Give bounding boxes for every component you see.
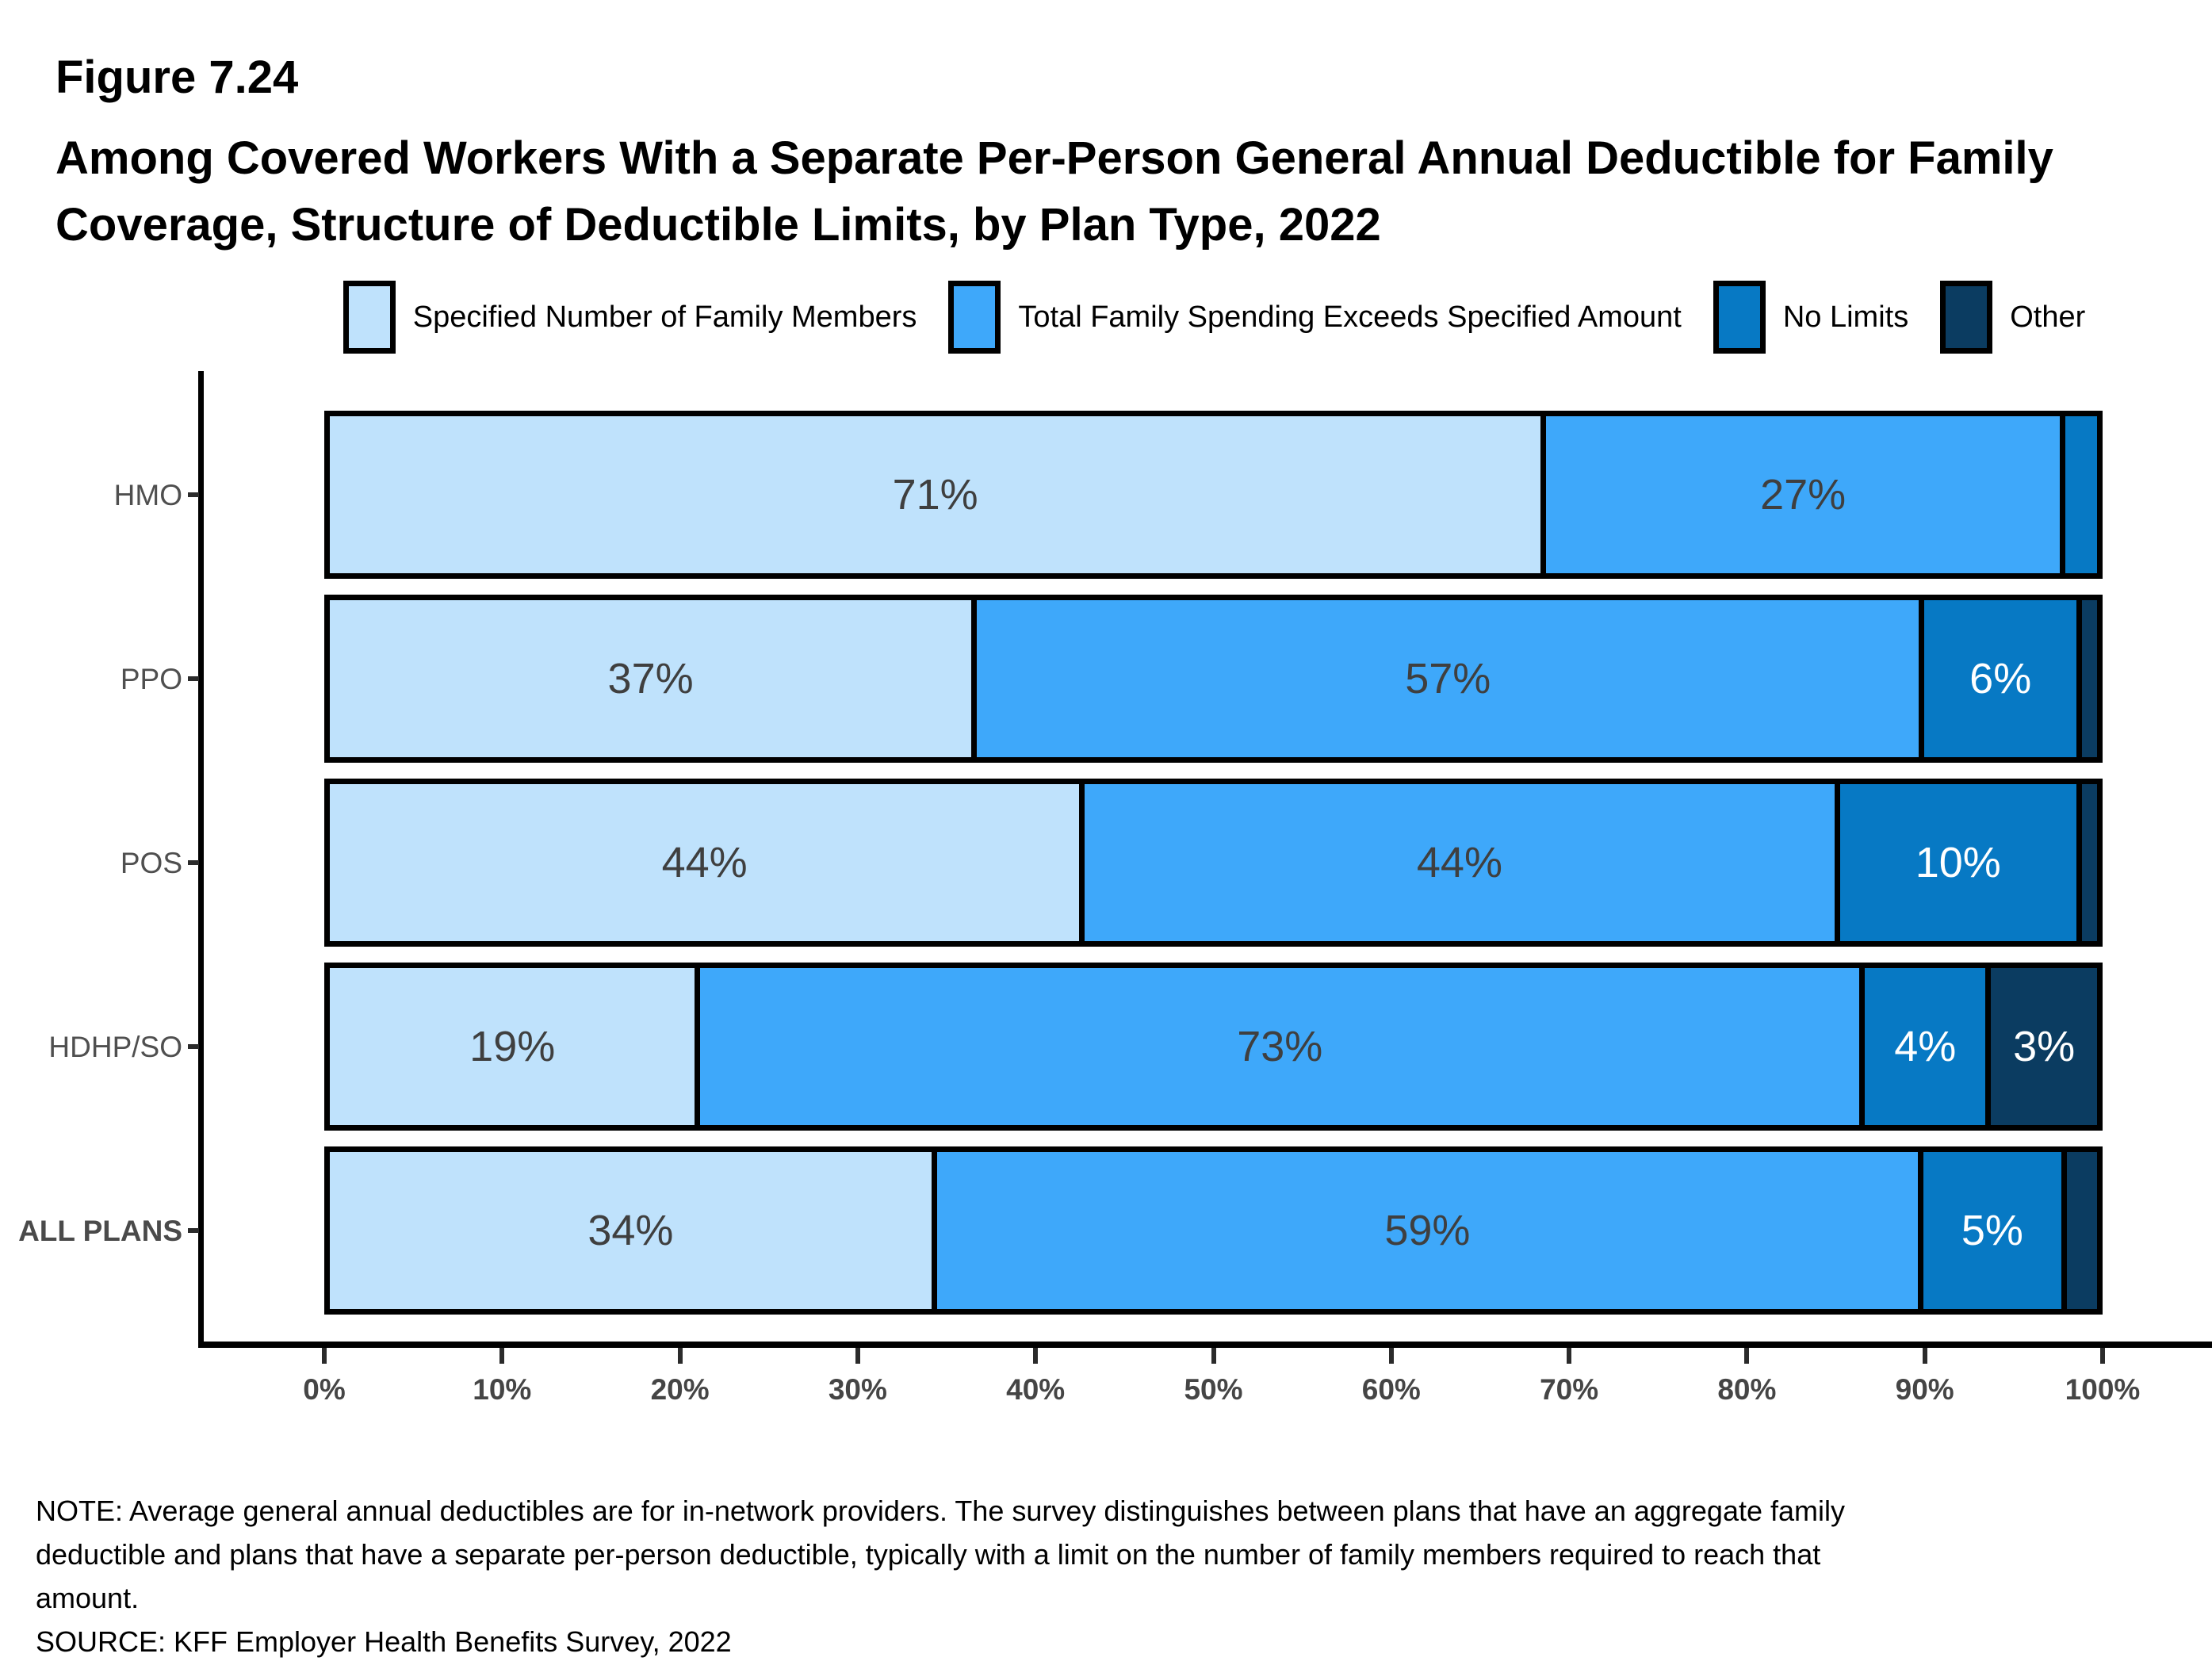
bar-segment-hmo-total-family-spending-exceeds-specified-amount: 27%: [1540, 416, 2061, 573]
bar-segment-label-hdhp-so-total-family-spending-exceeds-specified-amount: 73%: [1237, 1023, 1323, 1070]
bar-segment-all-plans-no-limits: 5%: [1918, 1152, 2061, 1309]
bar-row-all-plans: 34% 59% 5%: [324, 1146, 2103, 1315]
bar-row-ppo: 37% 57% 6%: [324, 595, 2103, 763]
x-axis-tick-label-10: 10%: [473, 1373, 532, 1406]
x-axis-tick-10: [499, 1348, 505, 1364]
x-axis-tick-label-0: 0%: [303, 1373, 346, 1406]
bar-segment-pos-total-family-spending-exceeds-specified-amount: 44%: [1079, 784, 1835, 941]
figure-number: Figure 7.24: [55, 52, 299, 103]
note-line-2: deductible and plans that have a separat…: [36, 1538, 1821, 1571]
legend-label-total-family-spending-exceeds-specified-amount: Total Family Spending Exceeds Specified …: [1018, 300, 1682, 334]
bar-segment-all-plans-other: [2061, 1152, 2098, 1309]
bar-segment-label-hdhp-so-no-limits: 4%: [1894, 1023, 1957, 1070]
y-axis-tick-all-plans: [188, 1228, 199, 1233]
bar-segment-label-ppo-no-limits: 6%: [1969, 655, 2032, 702]
y-axis-tick-hmo: [188, 492, 199, 497]
x-axis-tick-100: [2100, 1348, 2105, 1364]
bar-segment-label-ppo-specified-number-of-family-members: 37%: [607, 655, 694, 702]
bar-row-pos: 44% 44% 10%: [324, 779, 2103, 947]
x-axis-tick-label-70: 70%: [1540, 1373, 1599, 1406]
y-axis-line: [198, 371, 204, 1348]
x-axis-tick-label-20: 20%: [650, 1373, 710, 1406]
note-line-3: amount.: [36, 1582, 140, 1614]
legend-item-no-limits: No Limits: [1713, 281, 1908, 354]
x-axis-tick-50: [1211, 1348, 1216, 1364]
bar-row-hmo: 71% 27%: [324, 411, 2103, 579]
bar-segment-label-pos-specified-number-of-family-members: 44%: [661, 839, 748, 886]
bar-segment-label-pos-no-limits: 10%: [1915, 839, 2001, 886]
bar-segment-label-ppo-total-family-spending-exceeds-specified-amount: 57%: [1405, 655, 1491, 702]
legend-label-other: Other: [2010, 300, 2086, 334]
x-axis-tick-90: [1922, 1348, 1927, 1364]
bar-segment-label-pos-total-family-spending-exceeds-specified-amount: 44%: [1416, 839, 1502, 886]
bar-segment-all-plans-specified-number-of-family-members: 34%: [330, 1152, 932, 1309]
bar-segment-ppo-specified-number-of-family-members: 37%: [330, 600, 972, 757]
note-line-1: NOTE: Average general annual deductibles…: [36, 1495, 1845, 1527]
legend-label-specified-number-of-family-members: Specified Number of Family Members: [412, 300, 917, 334]
y-axis-tick-hdhp-so: [188, 1044, 199, 1049]
bar-segment-label-hmo-total-family-spending-exceeds-specified-amount: 27%: [1760, 471, 1847, 519]
bar-segment-all-plans-total-family-spending-exceeds-specified-amount: 59%: [931, 1152, 1918, 1309]
figure-title-line2: Coverage, Structure of Deductible Limits…: [55, 199, 1381, 251]
figure-title-line1: Among Covered Workers With a Separate Pe…: [55, 132, 2053, 184]
source: SOURCE: KFF Employer Health Benefits Sur…: [36, 1625, 732, 1658]
y-axis-tick-pos: [188, 860, 199, 865]
x-axis-tick-20: [677, 1348, 683, 1364]
x-axis-tick-label-50: 50%: [1184, 1373, 1243, 1406]
bar-segment-label-all-plans-specified-number-of-family-members: 34%: [587, 1207, 674, 1254]
legend-swatch-other: [1940, 281, 1993, 354]
y-axis-label-hdhp-so: HDHP/SO: [48, 1031, 182, 1063]
y-axis-label-hmo: HMO: [113, 479, 182, 511]
bar-segment-hdhp-so-total-family-spending-exceeds-specified-amount: 73%: [695, 968, 1860, 1125]
y-axis-label-all-plans: ALL PLANS: [18, 1215, 182, 1247]
y-axis-label-pos: POS: [120, 847, 182, 879]
x-axis-tick-label-30: 30%: [828, 1373, 887, 1406]
legend-label-no-limits: No Limits: [1782, 300, 1909, 334]
bar-segment-label-all-plans-total-family-spending-exceeds-specified-amount: 59%: [1384, 1207, 1471, 1254]
bar-segment-pos-no-limits: 10%: [1834, 784, 2076, 941]
x-axis-tick-60: [1388, 1348, 1394, 1364]
bar-row-hdhp-so: 19% 73% 4% 3%: [324, 963, 2103, 1131]
note: NOTE: Average general annual deductibles…: [36, 1489, 2176, 1620]
bar-segment-label-hdhp-so-specified-number-of-family-members: 19%: [469, 1023, 556, 1070]
x-axis-tick-30: [855, 1348, 860, 1364]
x-axis-tick-label-40: 40%: [1006, 1373, 1066, 1406]
bar-segment-pos-other: [2076, 784, 2097, 941]
x-axis-line: [198, 1342, 2212, 1348]
bar-segment-ppo-total-family-spending-exceeds-specified-amount: 57%: [971, 600, 1919, 757]
bar-segment-hdhp-so-no-limits: 4%: [1859, 968, 1986, 1125]
bar-segment-ppo-no-limits: 6%: [1919, 600, 2077, 757]
y-axis-tick-ppo: [188, 676, 199, 681]
x-axis-tick-label-100: 100%: [2065, 1373, 2141, 1406]
bar-segment-hdhp-so-specified-number-of-family-members: 19%: [330, 968, 695, 1125]
figure-title: Among Covered Workers With a Separate Pe…: [55, 125, 2133, 258]
legend-item-specified-number-of-family-members: Specified Number of Family Members: [343, 281, 917, 354]
legend-item-total-family-spending-exceeds-specified-amount: Total Family Spending Exceeds Specified …: [948, 281, 1682, 354]
x-axis-tick-label-80: 80%: [1717, 1373, 1777, 1406]
bar-segment-hmo-no-limits: [2060, 416, 2097, 573]
legend-swatch-specified-number-of-family-members: [343, 281, 396, 354]
x-axis-tick-80: [1744, 1348, 1750, 1364]
legend-swatch-no-limits: [1713, 281, 1766, 354]
bar-segment-label-hdhp-so-other: 3%: [2013, 1023, 2076, 1070]
x-axis-tick-70: [1567, 1348, 1572, 1364]
bar-segment-ppo-other: [2076, 600, 2097, 757]
bar-segment-label-hmo-specified-number-of-family-members: 71%: [892, 471, 978, 519]
bar-segment-hdhp-so-other: 3%: [1985, 968, 2097, 1125]
bar-segment-pos-specified-number-of-family-members: 44%: [330, 784, 1080, 941]
x-axis-tick-0: [322, 1348, 327, 1364]
x-axis-tick-label-60: 60%: [1361, 1373, 1421, 1406]
bar-segment-hmo-specified-number-of-family-members: 71%: [330, 416, 1541, 573]
legend-swatch-total-family-spending-exceeds-specified-amount: [948, 281, 1001, 354]
legend-item-other: Other: [1940, 281, 2085, 354]
legend: Specified Number of Family Members Total …: [324, 276, 2104, 358]
y-axis-label-ppo: PPO: [120, 663, 182, 695]
x-axis-tick-40: [1033, 1348, 1039, 1364]
bar-segment-label-all-plans-no-limits: 5%: [1961, 1207, 2023, 1254]
x-axis-tick-label-90: 90%: [1895, 1373, 1954, 1406]
